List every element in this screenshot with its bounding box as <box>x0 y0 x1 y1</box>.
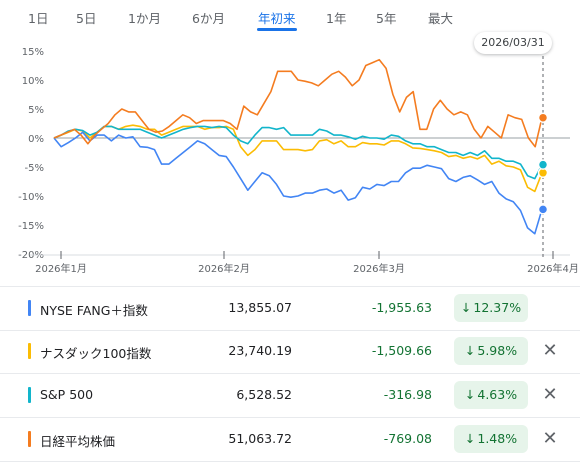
index-price: 6,528.52 <box>236 387 292 402</box>
comparison-chart[interactable]: 15%10%5%0%-5%-10%-15%-20%2026年1月 2026年2月 2… <box>0 32 580 282</box>
y-tick-label: 15% <box>22 47 44 58</box>
series-line-0 <box>53 131 543 235</box>
percent-badge: ↓ 12.37% <box>454 294 528 322</box>
tab-1m[interactable]: 1か月 <box>128 11 161 26</box>
index-name: S&P 500 <box>40 387 94 402</box>
index-price: 23,740.19 <box>228 343 292 358</box>
index-name: ナスダック100指数 <box>40 346 152 361</box>
percent-badge: ↓ 1.48% <box>454 425 528 453</box>
index-change: -769.08 <box>383 431 432 446</box>
tab-max[interactable]: 最大 <box>428 11 454 26</box>
index-row-fang[interactable]: NYSE FANG＋指数 13,855.07 -1,955.63 ↓ 12.37% <box>0 286 580 331</box>
percent-value: 1.48% <box>477 431 518 446</box>
x-tick-label: 2026年3月 <box>353 262 405 275</box>
y-tick-label: 5% <box>28 105 44 116</box>
series-line-2 <box>53 125 543 180</box>
x-tick-label: 2026年2月 <box>198 262 250 275</box>
index-name: 日経平均株価 <box>40 434 116 449</box>
index-change: -1,955.63 <box>371 300 432 315</box>
tab-active-indicator <box>257 28 297 31</box>
tab-5y[interactable]: 5年 <box>376 11 397 26</box>
arrow-down-icon: ↓ <box>464 431 476 446</box>
y-tick-label: 10% <box>22 76 44 87</box>
series-hover-marker-2 <box>537 159 549 170</box>
remove-comparison-close-icon[interactable]: ✕ <box>542 340 558 361</box>
arrow-down-icon: ↓ <box>460 300 472 315</box>
remove-comparison-close-icon[interactable]: ✕ <box>542 428 558 449</box>
percent-value: 5.98% <box>477 343 518 358</box>
percent-value: 4.63% <box>477 387 518 402</box>
index-change: -316.98 <box>383 387 432 402</box>
tab-ytd[interactable]: 年初来 <box>258 11 296 26</box>
index-row-sp500[interactable]: S&P 500 6,528.52 -316.98 ↓ 4.63% ✕ <box>0 374 580 418</box>
x-tick-label: 2026年1月 <box>35 262 87 275</box>
series-color-swatch <box>28 300 31 316</box>
series-hover-marker-0 <box>537 204 549 215</box>
series-color-swatch <box>28 387 31 403</box>
series-line-3 <box>53 58 543 148</box>
index-name: NYSE FANG＋指数 <box>40 303 148 318</box>
tab-6m[interactable]: 6か月 <box>192 11 225 26</box>
tab-5d[interactable]: 5日 <box>76 11 97 26</box>
date-tooltip: 2026/03/31 <box>474 32 552 54</box>
index-price: 51,063.72 <box>228 431 292 446</box>
index-row-nasdaq100[interactable]: ナスダック100指数 23,740.19 -1,509.66 ↓ 5.98% ✕ <box>0 330 580 374</box>
tab-1y[interactable]: 1年 <box>326 11 347 26</box>
percent-badge: ↓ 4.63% <box>454 381 528 409</box>
y-tick-label: -5% <box>25 163 44 174</box>
index-change: -1,509.66 <box>371 343 432 358</box>
series-color-swatch <box>28 431 31 447</box>
index-price: 13,855.07 <box>228 300 292 315</box>
remove-comparison-close-icon[interactable]: ✕ <box>542 384 558 405</box>
index-row-nikkei225[interactable]: 日経平均株価 51,063.72 -769.08 ↓ 1.48% ✕ <box>0 418 580 462</box>
series-color-swatch <box>28 343 31 359</box>
y-tick-label: -15% <box>18 221 44 232</box>
y-tick-label: -10% <box>18 192 44 203</box>
arrow-down-icon: ↓ <box>464 343 476 358</box>
y-tick-label: 0% <box>28 134 44 145</box>
percent-badge: ↓ 5.98% <box>454 337 528 365</box>
x-tick-label: 2026年4月 <box>527 262 579 275</box>
series-line-1 <box>53 124 543 193</box>
timeframe-tabs: 1日 5日 1か月 6か月 年初来 1年 5年 最大 <box>0 0 580 32</box>
tab-1d[interactable]: 1日 <box>28 11 49 26</box>
series-hover-marker-3 <box>537 112 549 123</box>
arrow-down-icon: ↓ <box>464 387 476 402</box>
percent-value: 12.37% <box>473 300 522 315</box>
